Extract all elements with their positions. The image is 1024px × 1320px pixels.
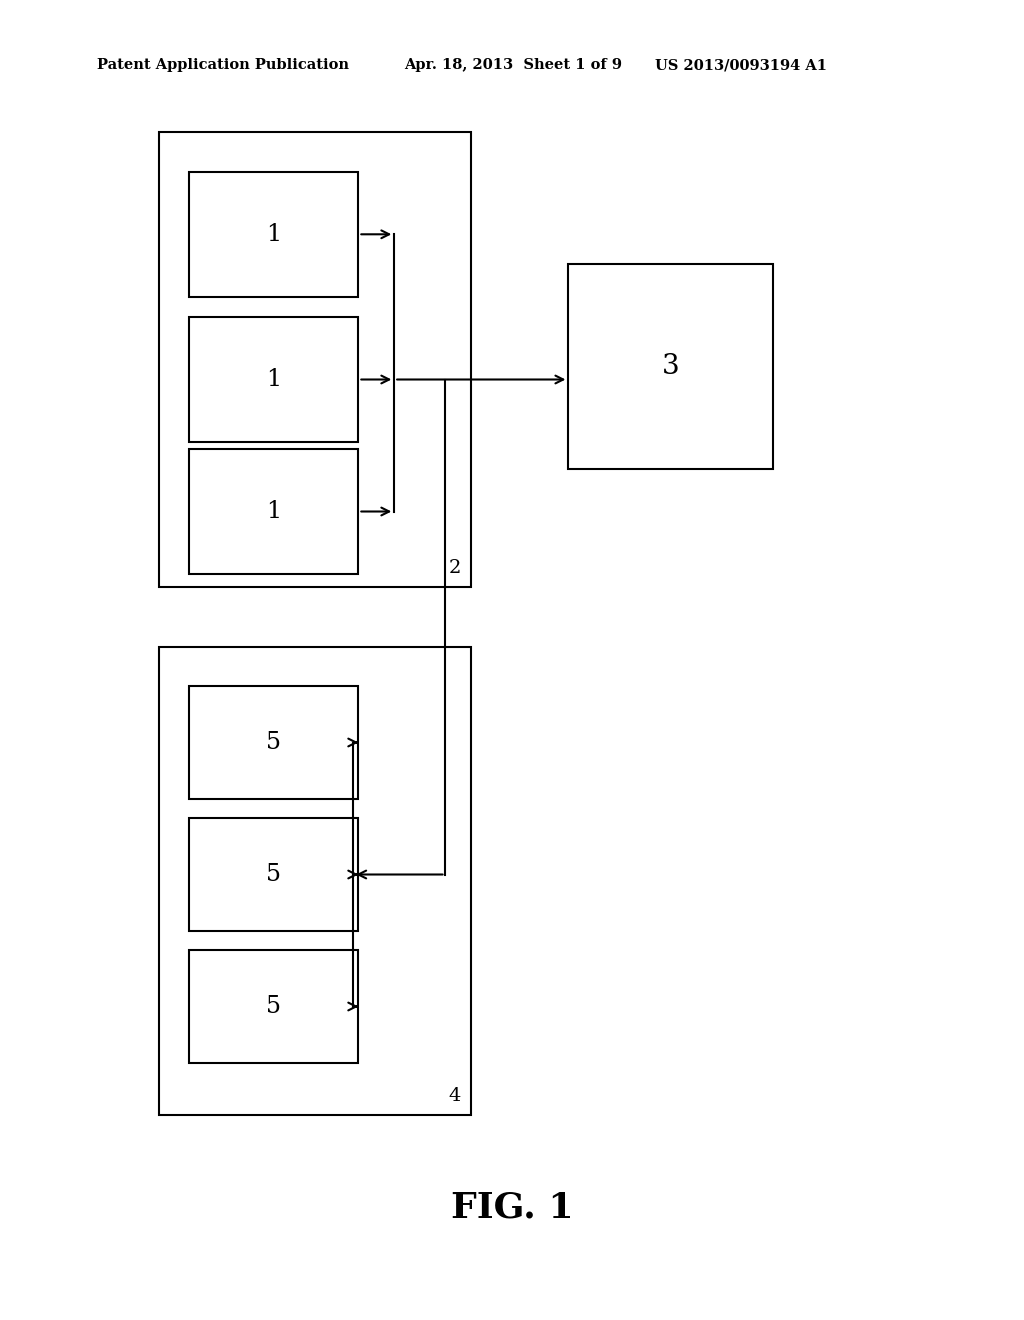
Bar [189,686,358,799]
Bar [189,317,358,442]
Text: 1: 1 [266,223,282,246]
Text: 1: 1 [266,368,282,391]
Text: Patent Application Publication: Patent Application Publication [97,58,349,73]
Text: 1: 1 [266,500,282,523]
Text: FIG. 1: FIG. 1 [451,1191,573,1225]
Bar [159,132,471,587]
Bar [189,449,358,574]
Text: Apr. 18, 2013  Sheet 1 of 9: Apr. 18, 2013 Sheet 1 of 9 [404,58,623,73]
Text: 5: 5 [266,863,282,886]
Bar [189,818,358,931]
Bar [159,647,471,1115]
Text: 4: 4 [449,1086,461,1105]
Text: 5: 5 [266,731,282,754]
Text: 3: 3 [662,352,680,380]
Bar [189,950,358,1063]
Text: 5: 5 [266,995,282,1018]
Text: 2: 2 [449,558,461,577]
Bar [189,172,358,297]
Bar [568,264,773,469]
Text: US 2013/0093194 A1: US 2013/0093194 A1 [655,58,827,73]
